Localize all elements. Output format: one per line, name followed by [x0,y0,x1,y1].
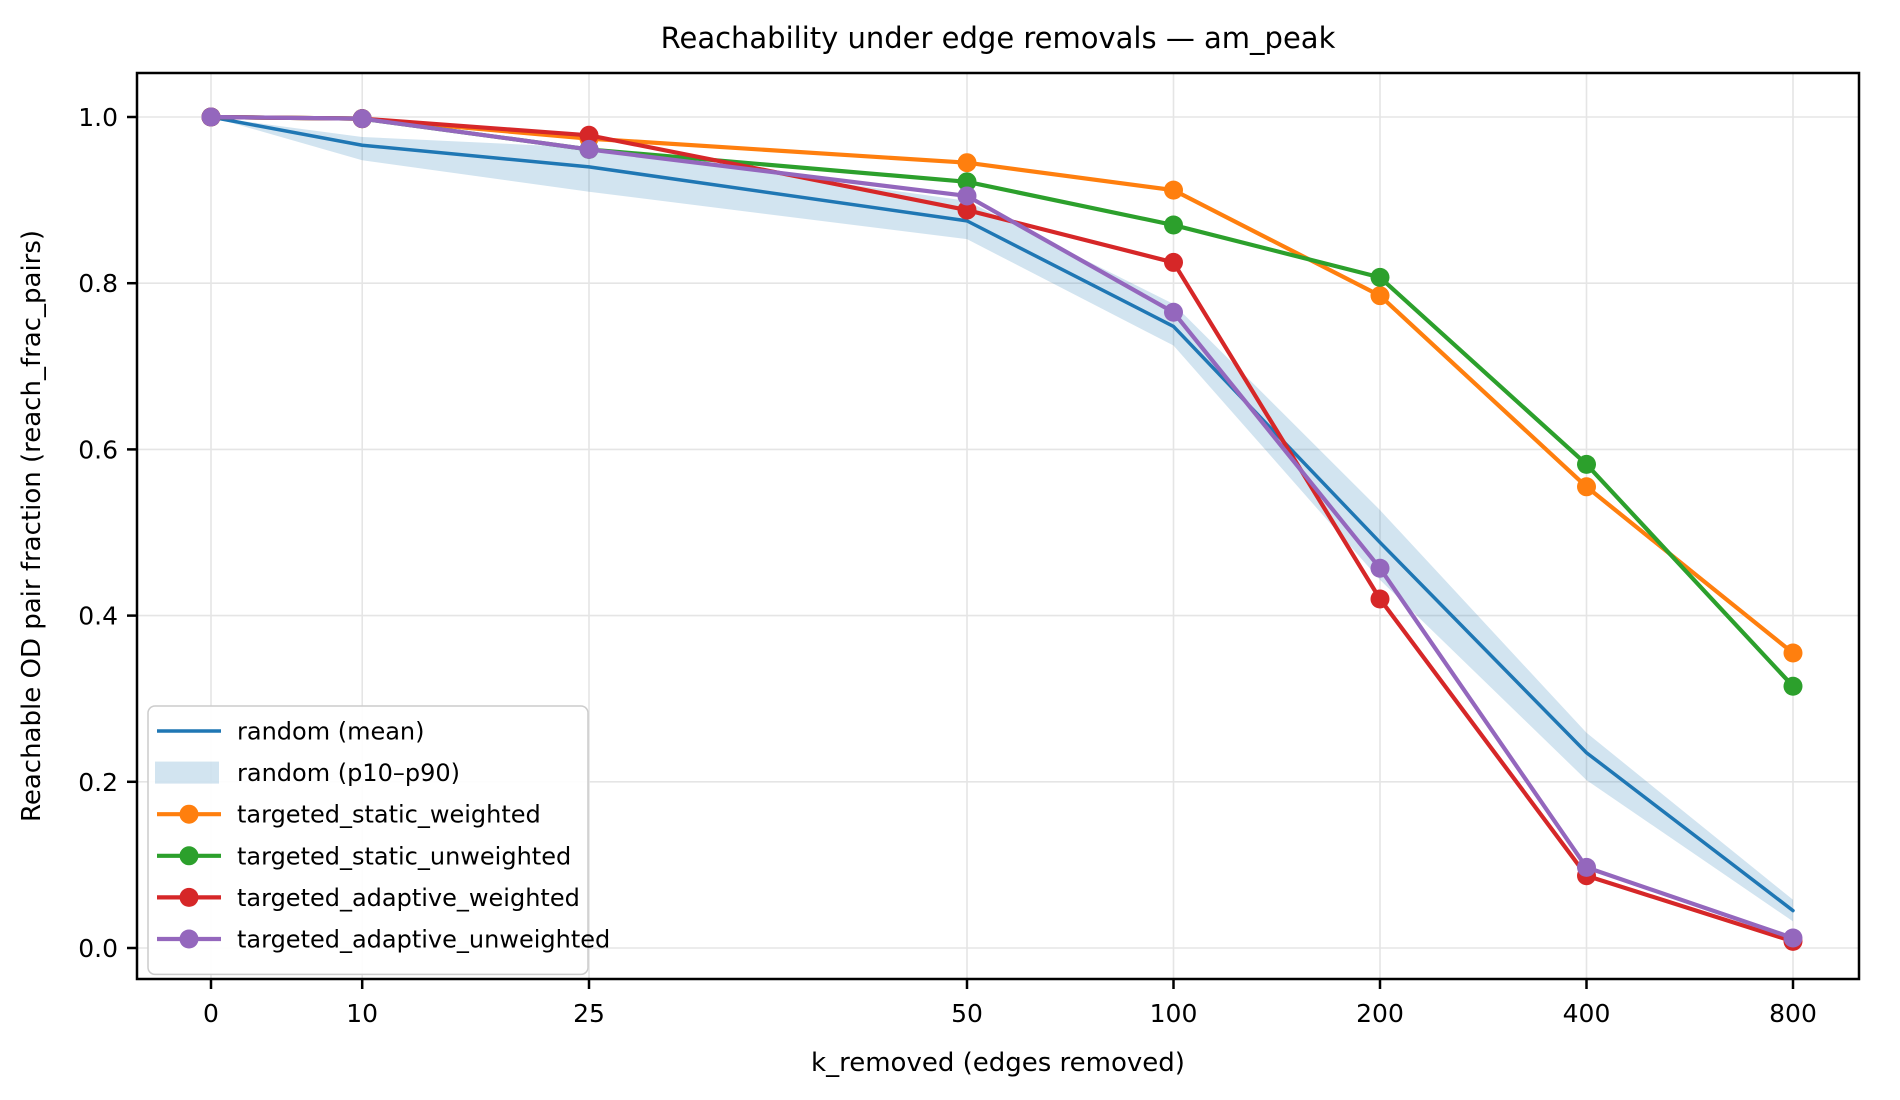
legend-label-targeted_static_weighted: targeted_static_weighted [237,801,541,829]
legend-marker-sample [179,887,199,907]
marker-targeted_static_unweighted-k400 [1577,454,1596,474]
axes-layer: 0 10 25 50 100 200 400 800 0.0 0.2 0.4 0.6 0.8 1.0 [78,71,1861,1028]
chart-title: Reachability under edge removals — am_pe… [661,21,1336,55]
legend-entry-random (p10–p90): random (p10–p90) [155,759,460,787]
x-tick-label-100: 100 [1150,999,1198,1028]
marker-targeted_adaptive_unweighted-k200 [1370,558,1390,578]
y-tick-label-0.8: 0.8 [78,269,118,298]
x-tick-label-50: 50 [951,999,983,1028]
y-tick-label-0.0: 0.0 [78,934,118,963]
legend-marker-sample [179,846,199,866]
x-tick-label-0: 0 [203,999,219,1028]
plot-border [135,71,1861,981]
x-tick-label-25: 25 [573,999,605,1028]
legend-entry-targeted_adaptive_weighted: targeted_adaptive_weighted [157,884,580,912]
series-line-targeted_static_unweighted [208,114,1796,689]
y-tick-label-0.2: 0.2 [78,768,118,797]
marker-targeted_static_weighted-k800 [1783,643,1803,663]
legend-box [147,705,589,976]
marker-targeted_adaptive_weighted-k25 [579,125,599,145]
marker-targeted_adaptive_unweighted-k800 [1783,928,1803,948]
legend-label-targeted_adaptive_weighted: targeted_adaptive_weighted [237,884,580,912]
marker-targeted_adaptive_weighted-k200 [1370,589,1390,609]
marker-targeted_adaptive_unweighted-k10 [352,109,372,129]
marker-targeted_static_weighted-k200 [1370,286,1390,306]
marker-targeted_static_unweighted-k800 [1783,676,1803,696]
legend-marker-sample [179,929,199,949]
y-tick-label-1.0: 1.0 [78,103,118,132]
legend-entry-targeted_static_unweighted: targeted_static_unweighted [157,842,571,870]
marker-targeted_static_unweighted-k200 [1370,267,1390,287]
legend-label-targeted_static_unweighted: targeted_static_unweighted [237,842,571,870]
marker-targeted_adaptive_unweighted-k50 [957,186,977,206]
y-tick-label-0.4: 0.4 [78,602,118,631]
marker-targeted_adaptive_unweighted-k100 [1164,302,1183,322]
legend-band-swatch [155,761,219,784]
marker-targeted_adaptive_weighted-k50 [957,200,977,220]
marker-targeted_adaptive_unweighted-k25 [579,139,599,159]
y-axis-label: Reachable OD pair fraction (reach_frac_p… [17,230,47,822]
series-line-targeted_adaptive_unweighted [208,114,1796,941]
marker-targeted_static_unweighted-k100 [1164,215,1183,235]
legend: random (mean) random (p10–p90) targeted_st… [147,705,610,976]
series-line-targeted_adaptive_weighted [208,114,1796,944]
legend-label-random (mean): random (mean) [237,718,425,746]
legend-entry-targeted_static_weighted: targeted_static_weighted [157,801,541,829]
marker-targeted_static_unweighted-k50 [957,172,977,192]
marker-targeted_adaptive_unweighted-k0 [201,107,221,127]
marker-targeted_static_weighted-k100 [1164,180,1183,200]
legend-label-random (p10–p90): random (p10–p90) [237,759,460,787]
legend-label-targeted_adaptive_unweighted: targeted_adaptive_unweighted [237,926,610,954]
marker-targeted_adaptive_unweighted-k400 [1577,857,1596,877]
series-line-targeted_static_weighted [208,114,1796,656]
data-layer [201,107,1803,951]
series-line-random (mean) [209,115,1795,913]
legend-marker-sample [179,804,199,824]
legend-entry-targeted_adaptive_unweighted: targeted_adaptive_unweighted [157,926,610,954]
y-tick-label-0.6: 0.6 [78,435,118,464]
x-tick-label-200: 200 [1356,999,1404,1028]
marker-targeted_static_weighted-k50 [957,153,977,173]
marker-targeted_static_weighted-k400 [1577,477,1596,497]
x-tick-label-800: 800 [1769,999,1817,1028]
x-tick-label-10: 10 [346,999,378,1028]
x-axis-label: k_removed (edges removed) [811,1048,1185,1078]
grid-layer [137,73,1859,979]
x-tick-label-400: 400 [1563,999,1611,1028]
legend-entry-random (mean): random (mean) [157,718,425,746]
marker-targeted_adaptive_weighted-k100 [1164,252,1183,272]
